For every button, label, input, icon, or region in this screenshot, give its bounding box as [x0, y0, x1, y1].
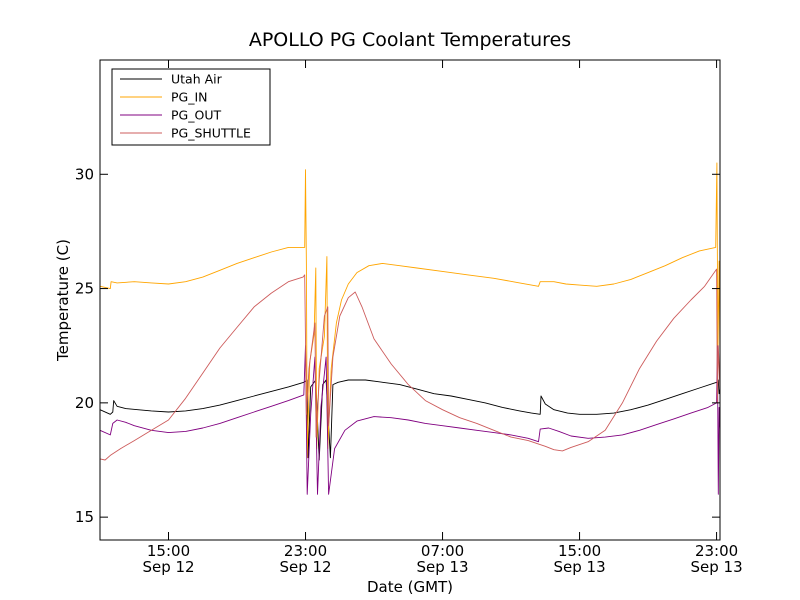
x-tick-date-label: Sep 12	[279, 558, 331, 576]
legend: Utah Air PG_IN PG_OUT PG_SHUTTLE	[111, 68, 271, 146]
series-line-utah-air	[99, 379, 721, 461]
legend-box	[111, 68, 271, 146]
legend-items: Utah Air PG_IN PG_OUT PG_SHUTTLE	[120, 72, 251, 141]
x-tick-time-label: 23:00	[695, 542, 738, 560]
y-tick-label: 20	[75, 394, 94, 412]
y-tick-label: 15	[75, 508, 94, 526]
legend-label: Utah Air	[171, 72, 223, 87]
x-tick-time-label: 15:00	[558, 542, 601, 560]
y-axis-label: Temperature (C)	[54, 239, 72, 362]
legend-label: PG_IN	[171, 90, 208, 105]
x-tick-date-label: Sep 13	[416, 558, 468, 576]
x-tick-date-label: Sep 13	[553, 558, 605, 576]
series-line-pg-out	[99, 345, 721, 495]
legend-label: PG_OUT	[171, 108, 221, 123]
x-tick-date-label: Sep 12	[142, 558, 194, 576]
x-tick-time-label: 07:00	[421, 542, 464, 560]
series-line-pg-in	[99, 162, 721, 459]
y-tick-label: 25	[75, 280, 94, 298]
y-tick-label: 30	[75, 165, 94, 183]
x-tick-time-label: 23:00	[284, 542, 327, 560]
plot-border	[99, 59, 721, 541]
x-tick-date-label: Sep 13	[691, 558, 743, 576]
x-tick-time-label: 15:00	[147, 542, 190, 560]
x-axis-label: Date (GMT)	[367, 578, 453, 596]
series-layer	[99, 162, 721, 495]
series-line-pg-shuttle	[99, 268, 721, 461]
chart-title: APOLLO PG Coolant Temperatures	[249, 29, 571, 51]
legend-label: PG_SHUTTLE	[171, 126, 251, 141]
